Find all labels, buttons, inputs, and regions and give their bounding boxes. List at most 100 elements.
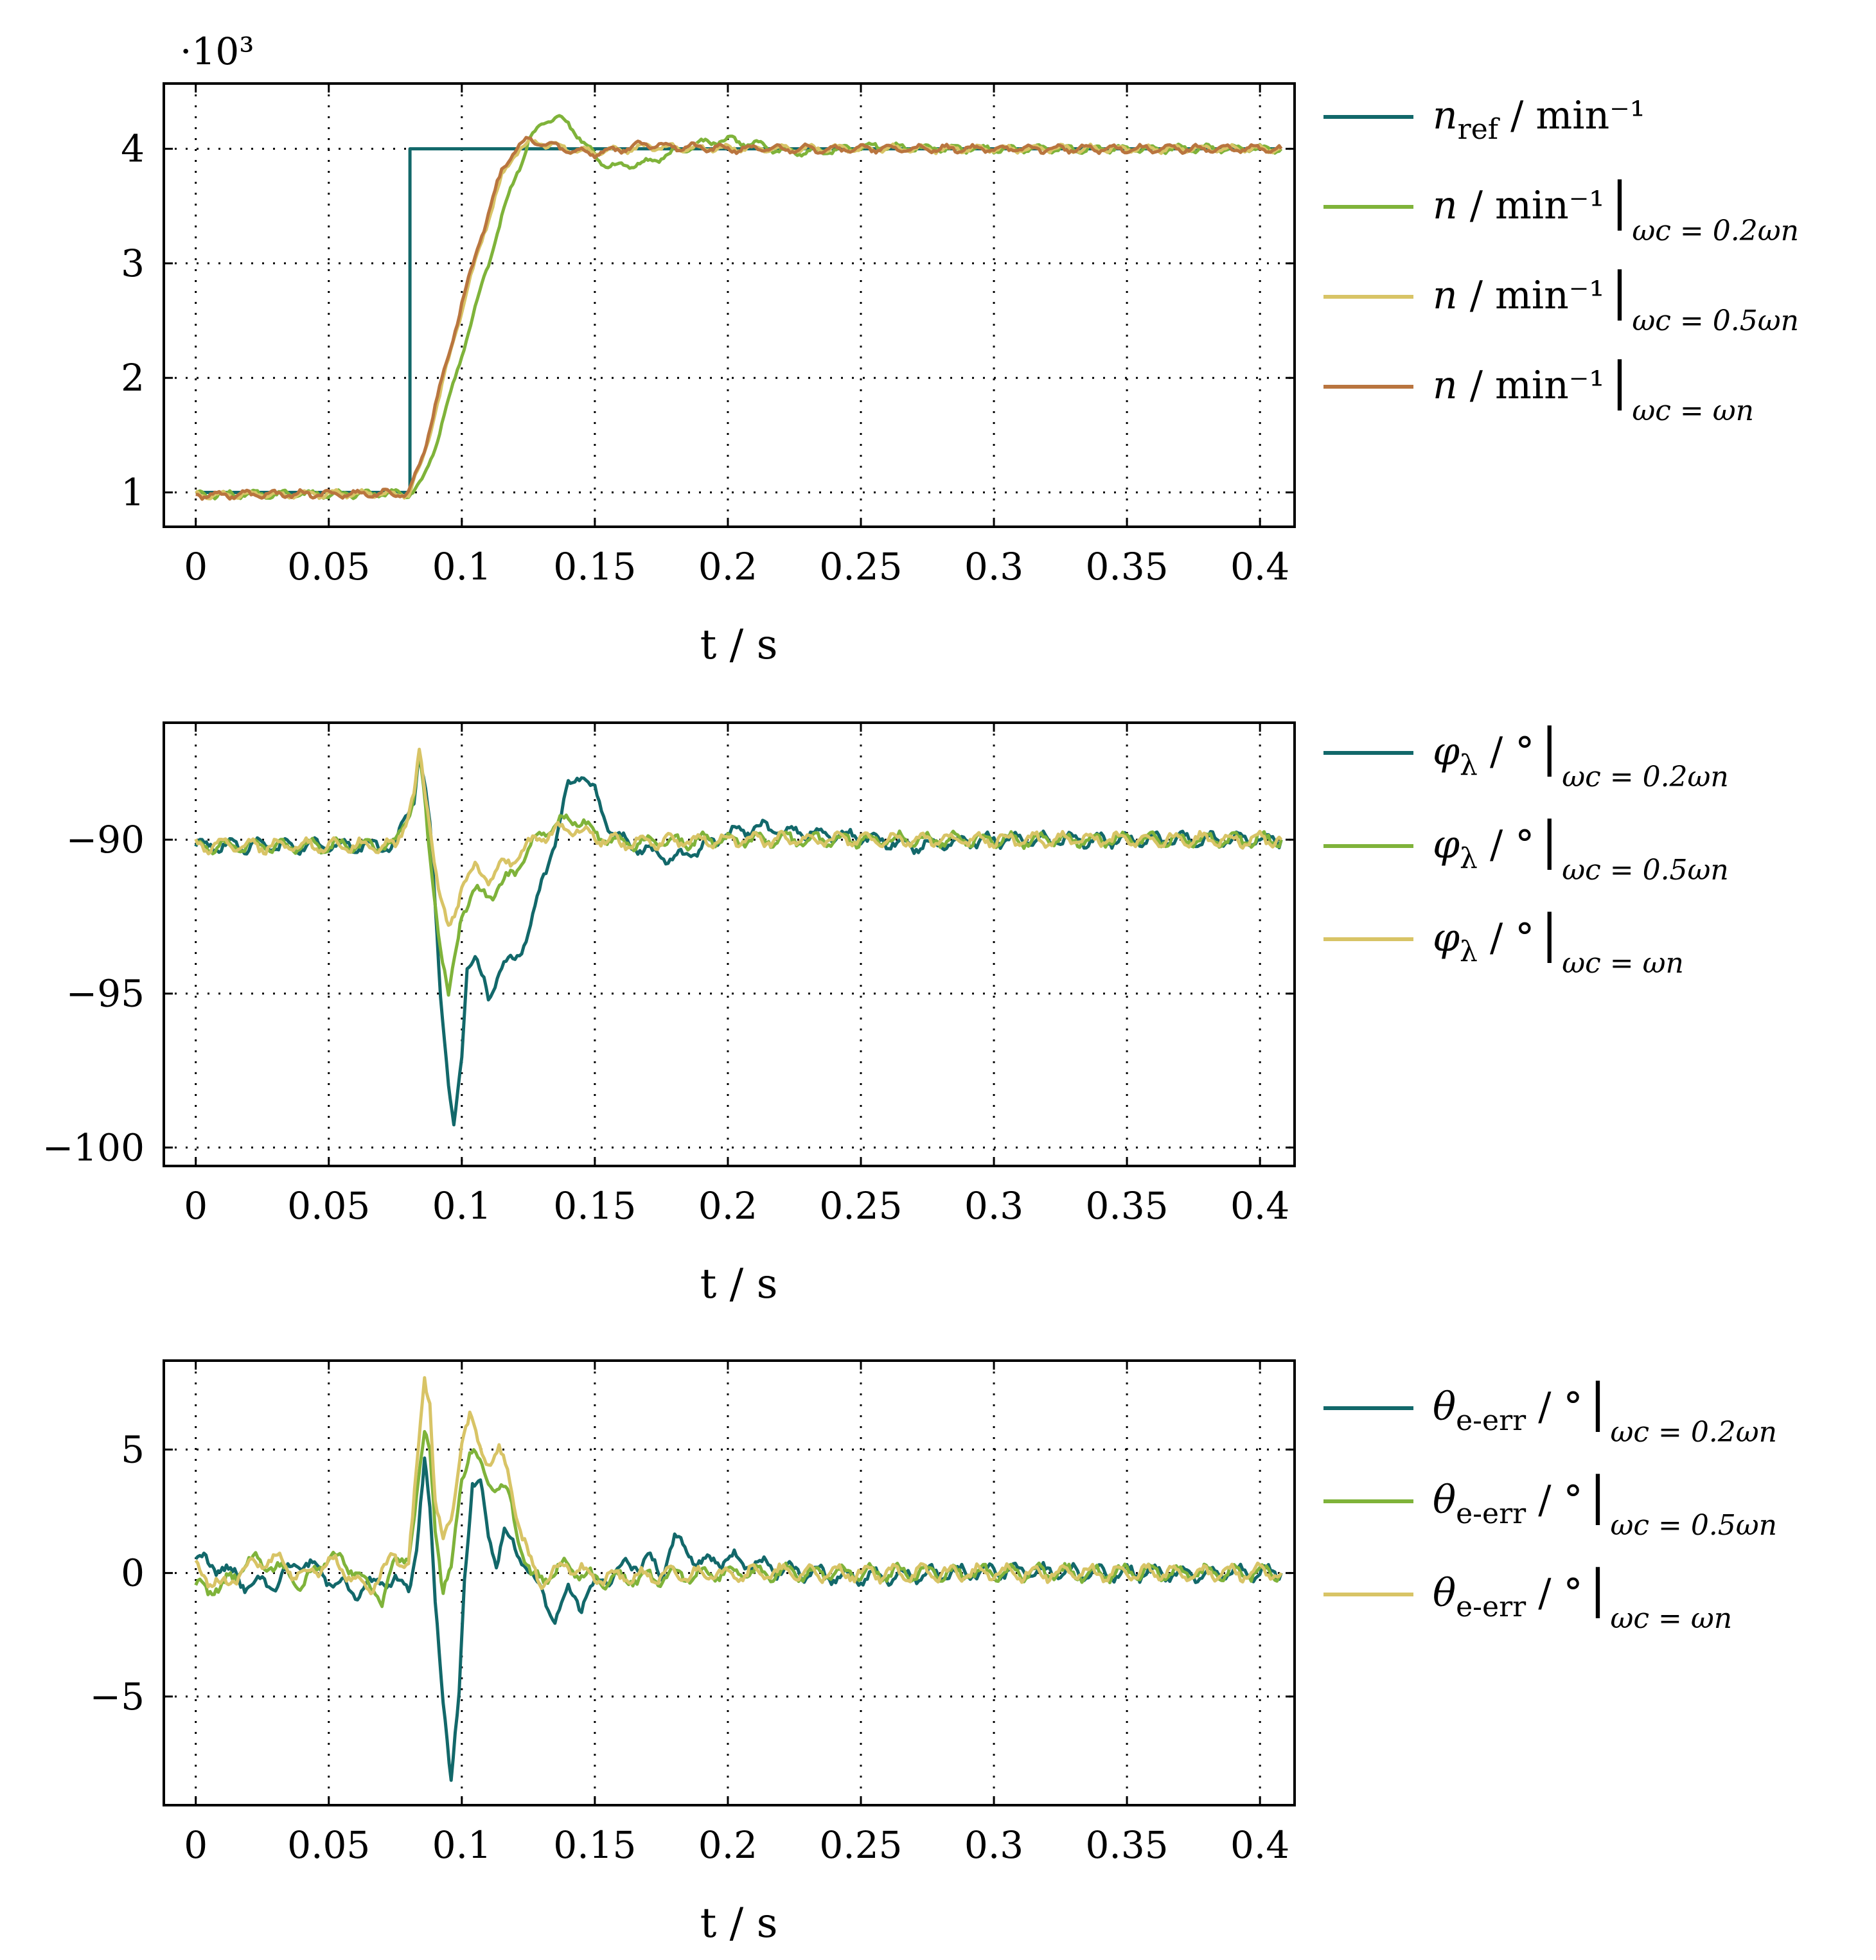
legend-symbol: n [1433,183,1458,228]
legend-bar: | [1589,1372,1607,1432]
x-tick-label: 0.4 [1230,545,1289,588]
legend-symbol: φ [1433,729,1460,774]
series-line-2 [195,114,1283,500]
legend-bar: | [1589,1465,1607,1525]
y-tick-label: 5 [121,1427,145,1471]
x-tick-label: 0.3 [964,1184,1023,1228]
x-tick-label: 0.25 [819,1823,902,1867]
x-tick-label: 0.1 [432,545,491,588]
y-tick-label: 3 [121,242,145,285]
y-tick-label: 1 [121,471,145,515]
chart-theta: 0 0.05 0.1 0.15 0.2 0.25 0.3 0.35 0.450−5t / sθe… [90,1359,1777,1947]
legend-bar: | [1541,810,1558,870]
legend-subscript: e-err [1456,1404,1526,1437]
legend-label: φλ / ° |ωc = 0.5ωn [1433,810,1729,887]
series-line-1 [194,1456,1283,1782]
legend-bar: | [1541,717,1558,777]
legend-symbol: φ [1433,822,1460,867]
x-tick-label: 0.15 [553,545,636,588]
x-tick-label: 0.05 [287,545,370,588]
y-tick-label: 4 [121,127,145,171]
legend-label: θe-err / ° |ωc = 0.5ωn [1433,1465,1777,1542]
legend-unit: / min⁻¹ [1498,93,1645,138]
series-line-2 [195,749,1283,997]
legend-unit: / ° [1478,729,1534,774]
legend-unit: / min⁻¹ [1458,363,1605,408]
legend-subscript: λ [1460,842,1478,875]
legend-condition: ωc = 0.2ωn [1610,1416,1777,1449]
legend-unit: / ° [1526,1384,1582,1429]
legend-bar: | [1589,1558,1607,1618]
series-line-1 [194,754,1283,1127]
legend-symbol: θ [1433,1384,1456,1429]
y-tick-label: −5 [90,1675,145,1718]
legend-symbol: n [1433,363,1458,408]
y-tick-label: −100 [42,1126,145,1169]
y-multiplier: ·10³ [180,30,254,73]
legend-subscript: e-err [1456,1497,1526,1530]
legend-symbol: n [1433,93,1458,138]
legend-unit: / min⁻¹ [1458,183,1605,228]
legend-label: θe-err / ° |ωc = ωn [1433,1558,1732,1635]
legend-label: θe-err / ° |ωc = 0.2ωn [1433,1372,1777,1449]
legend-symbol: n [1433,273,1458,318]
legend-bar: | [1541,903,1558,963]
x-tick-label: 0.25 [819,1184,902,1228]
y-tick-label: 0 [121,1551,145,1595]
plot-frame [163,721,1296,1167]
x-tick-label: 0.05 [287,1184,370,1228]
x-tick-label: 0.3 [964,545,1023,588]
x-axis-label: t / s [700,1900,778,1947]
legend-bar: | [1611,351,1628,411]
series-line-3 [194,1376,1283,1596]
legend-symbol: θ [1433,1478,1456,1523]
legend-condition: ωc = 0.5ωn [1610,1509,1777,1542]
legend-bar: | [1611,171,1628,231]
legend-condition: ωc = 0.5ωn [1562,854,1729,887]
x-axis-label: t / s [700,1260,778,1308]
x-tick-label: 0.35 [1086,545,1169,588]
x-tick-label: 0.25 [819,545,902,588]
y-tick-label: 2 [121,356,145,400]
legend-unit: / ° [1478,915,1534,960]
legend-condition: ωc = 0.2ωn [1562,761,1729,793]
legend-label: n / min⁻¹ |ωc = 0.5ωn [1433,261,1799,337]
x-tick-label: 0.2 [698,1823,757,1867]
legend-label: nref / min⁻¹ [1433,93,1645,146]
x-tick-label: 0.2 [698,545,757,588]
chart-phi: 0 0.05 0.1 0.15 0.2 0.25 0.3 0.35 0.4 −90 −95 −100 t… [42,717,1729,1308]
series-line-3 [194,747,1283,927]
legend-subscript: λ [1460,935,1478,968]
legend-condition: ωc = 0.2ωn [1632,215,1799,247]
x-tick-label: 0.15 [553,1823,636,1867]
x-tick-label: 0.1 [432,1823,491,1867]
x-tick-label: 0.3 [964,1823,1023,1867]
legend-label: n / min⁻¹ |ωc = ωn [1433,351,1754,427]
legend-unit: / ° [1526,1571,1582,1616]
series-line-4 [195,136,1283,501]
legend-unit: / ° [1478,822,1534,867]
legend-condition: ωc = 0.5ωn [1632,305,1799,337]
legend-bar: | [1611,261,1628,321]
x-tick-label: 0.35 [1086,1184,1169,1228]
series-line-1 [195,147,1282,494]
legend-subscript: ref [1458,113,1500,146]
legend-subscript: e-err [1456,1591,1526,1623]
series-line-3 [195,137,1282,500]
legend-label: φλ / ° |ωc = 0.2ωn [1433,717,1729,793]
x-tick-label: 0 [184,1823,208,1867]
x-tick-label: 0 [184,545,208,588]
x-tick-label: 0.1 [432,1184,491,1228]
x-tick-label: 0.4 [1230,1184,1289,1228]
legend-symbol: φ [1433,915,1460,960]
legend-unit: / ° [1526,1478,1582,1523]
x-axis-label: t / s [700,621,778,669]
legend-condition: ωc = ωn [1632,394,1754,427]
legend-condition: ωc = ωn [1610,1602,1732,1635]
legend-unit: / min⁻¹ [1458,273,1605,318]
x-tick-label: 0.15 [553,1184,636,1228]
legend-symbol: θ [1433,1571,1456,1616]
x-tick-label: 0.05 [287,1823,370,1867]
legend-subscript: λ [1460,749,1478,782]
